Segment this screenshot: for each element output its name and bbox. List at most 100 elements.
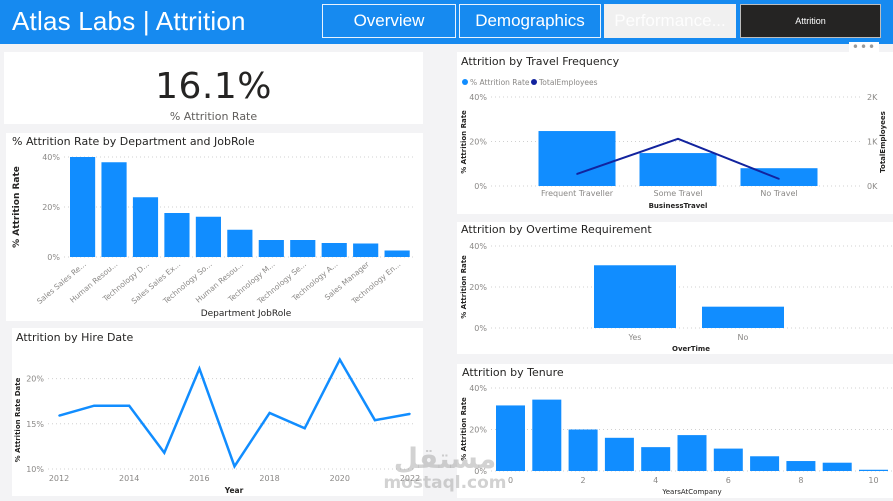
dept-ytick-label: 20% (42, 203, 60, 212)
tenure-ytick-label: 20% (469, 426, 487, 435)
hire-x-axis-title: Year (224, 486, 244, 495)
tenure-y-axis-title: % Attrition Rate (460, 397, 468, 461)
dept-ytick-label: 0% (47, 253, 60, 262)
dept-bar (132, 197, 159, 257)
overtime-ytick-label: 0% (474, 324, 487, 333)
hire-point (374, 419, 376, 421)
dept-bar (101, 162, 127, 257)
overtime-y-axis-title: % Attrition Rate (460, 255, 468, 319)
overtime-ytick-label: 40% (469, 242, 487, 251)
travel-xtick-label: Frequent Traveller (541, 189, 614, 198)
tenure-xtick-label: 2 (581, 476, 586, 485)
hire-point (339, 358, 341, 361)
tenure-bar (859, 469, 888, 471)
tenure-bar (822, 462, 852, 471)
tab-overview[interactable]: Overview (322, 4, 456, 38)
tenure-ytick-label: 40% (469, 384, 487, 393)
hire-chart: 10% 15% 20% % Attrition Rate Date 2012 2014 20… (14, 357, 420, 495)
hire-xtick-label: 2018 (259, 474, 279, 483)
hire-point (303, 427, 306, 430)
travel-bar (740, 168, 818, 186)
travel-right-ytick-label: 2K (867, 93, 878, 102)
travel-bar (538, 131, 616, 186)
dept-y-axis-title: % Attrition Rate (12, 166, 22, 248)
dept-bar (384, 250, 410, 257)
hire-xtick-label: 2014 (119, 474, 139, 483)
tenure-x-axis-title: YearsAtCompany (661, 488, 721, 496)
overtime-chart-title: Attrition by Overtime Requirement (461, 223, 652, 236)
dept-bar (70, 157, 96, 257)
travel-chart-title: Attrition by Travel Frequency (461, 55, 620, 68)
tenure-xtick-label: 8 (798, 476, 803, 485)
dept-bar (321, 243, 347, 257)
legend-attrition-marker (462, 79, 468, 85)
hire-ytick-label: 10% (26, 465, 44, 474)
hire-chart-panel: Attrition by Hire Date 10% 15% 20% % Attrit… (12, 328, 423, 496)
travel-chart-panel: Attrition by Travel Frequency 0% 20% 40% 0K… (457, 52, 893, 214)
overtime-chart: 0% 20% 40%% Attrition Rate Yes No OverTime (460, 242, 893, 353)
dept-bar (195, 216, 221, 257)
hire-ytick-label: 15% (26, 420, 44, 429)
tenure-bar (750, 456, 780, 471)
tab-performance[interactable]: Performance... (604, 4, 736, 38)
hire-ytick-label: 20% (26, 375, 44, 384)
dept-chart-panel: % Attrition Rate by Department and JobRo… (6, 133, 423, 321)
dept-bar (164, 213, 190, 257)
travel-x-axis-title: BusinessTravel (649, 202, 708, 210)
hire-y-axis-title: % Attrition Rate Date (14, 377, 22, 462)
hire-point (128, 404, 130, 407)
tenure-chart-panel: Attrition by Tenure 0% 20% 40%% Attrition … (457, 364, 893, 498)
overtime-bar (594, 265, 676, 328)
hire-point (93, 404, 95, 407)
dept-bar (353, 243, 379, 257)
tab-attrition[interactable]: Attrition (740, 4, 881, 38)
overtime-ytick-label: 20% (469, 283, 487, 292)
travel-chart: 0% 20% 40% 0K 1K 2K % Attrition Rate TotalEmplo… (460, 78, 887, 210)
hire-xtick-label: 2020 (330, 474, 350, 483)
dept-ytick-label: 40% (42, 153, 60, 162)
hire-point (163, 451, 166, 454)
travel-right-ytick-label: 1K (867, 138, 878, 147)
hire-line-series (58, 357, 411, 470)
legend-attrition-label: % Attrition Rate (470, 78, 530, 87)
tenure-bar (496, 405, 525, 471)
travel-employees-point (677, 138, 679, 140)
tenure-xtick-label: 0 (508, 476, 513, 485)
travel-xtick-label: Some Travel (653, 189, 702, 198)
hire-point (58, 414, 60, 417)
travel-xtick-label: No Travel (760, 189, 797, 198)
tenure-xtick-label: 4 (653, 476, 658, 485)
tenure-bar (568, 429, 598, 471)
travel-ytick-label: 40% (469, 93, 487, 102)
tab-demographics[interactable]: Demographics (459, 4, 601, 38)
kpi-value: 16.1% (155, 66, 272, 107)
hire-point (409, 413, 411, 415)
hire-xtick-label: 2016 (189, 474, 209, 483)
dept-bar (290, 240, 316, 257)
tenure-bar (786, 461, 816, 471)
tenure-bar (677, 435, 707, 471)
tenure-bar (641, 447, 671, 471)
hire-point (233, 465, 236, 468)
legend-employees-label: TotalEmployees (538, 78, 598, 87)
legend-employees-marker (531, 79, 537, 85)
header-bar: Atlas Labs | Attrition Overview Demograp… (0, 0, 893, 44)
hire-point (268, 412, 271, 414)
tenure-xtick-label: 10 (868, 476, 878, 485)
app-title: Atlas Labs | Attrition (12, 6, 246, 36)
tenure-xtick-label: 6 (726, 476, 731, 485)
overtime-x-axis-title: OverTime (672, 345, 710, 353)
tenure-chart-title: Attrition by Tenure (462, 366, 564, 379)
overtime-xtick-label: No (738, 333, 749, 342)
overtime-xtick-label: Yes (628, 333, 642, 342)
dept-bar (258, 240, 284, 257)
travel-right-ytick-label: 0K (867, 182, 878, 191)
dept-x-axis-title: Department JobRole (201, 309, 292, 319)
travel-right-axis-title: TotalEmployees (879, 111, 887, 173)
dept-bar (227, 229, 253, 257)
tenure-bar (532, 399, 562, 471)
overtime-chart-panel: Attrition by Overtime Requirement 0% 20% 4… (457, 222, 893, 354)
overtime-bar (702, 306, 784, 328)
